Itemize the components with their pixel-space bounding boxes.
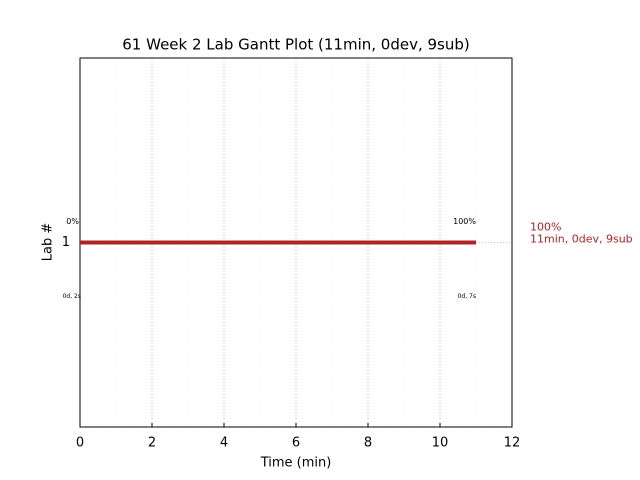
- y-tick-label: 1: [62, 235, 70, 250]
- end-time: 0d, 7s: [458, 293, 476, 300]
- end-label: 100%: [453, 217, 476, 226]
- y-axis-label: Lab #: [41, 223, 56, 262]
- side-label: 100%: [530, 221, 561, 234]
- x-tick-label: 2: [148, 436, 156, 451]
- side-label: 11min, 0dev, 9sub: [530, 233, 633, 246]
- x-tick-label: 10: [432, 436, 449, 451]
- x-tick-label: 4: [220, 436, 228, 451]
- x-tick-label: 12: [504, 436, 521, 451]
- x-tick-label: 6: [292, 436, 300, 451]
- x-tick-label: 0: [76, 436, 84, 451]
- x-axis-label: Time (min): [260, 456, 332, 471]
- start-label: 0%: [66, 217, 79, 226]
- bar: [80, 240, 476, 245]
- chart-title: 61 Week 2 Lab Gantt Plot (11min, 0dev, 9…: [122, 36, 469, 54]
- start-time: 0d, 2s: [63, 293, 81, 300]
- x-tick-label: 8: [364, 436, 372, 451]
